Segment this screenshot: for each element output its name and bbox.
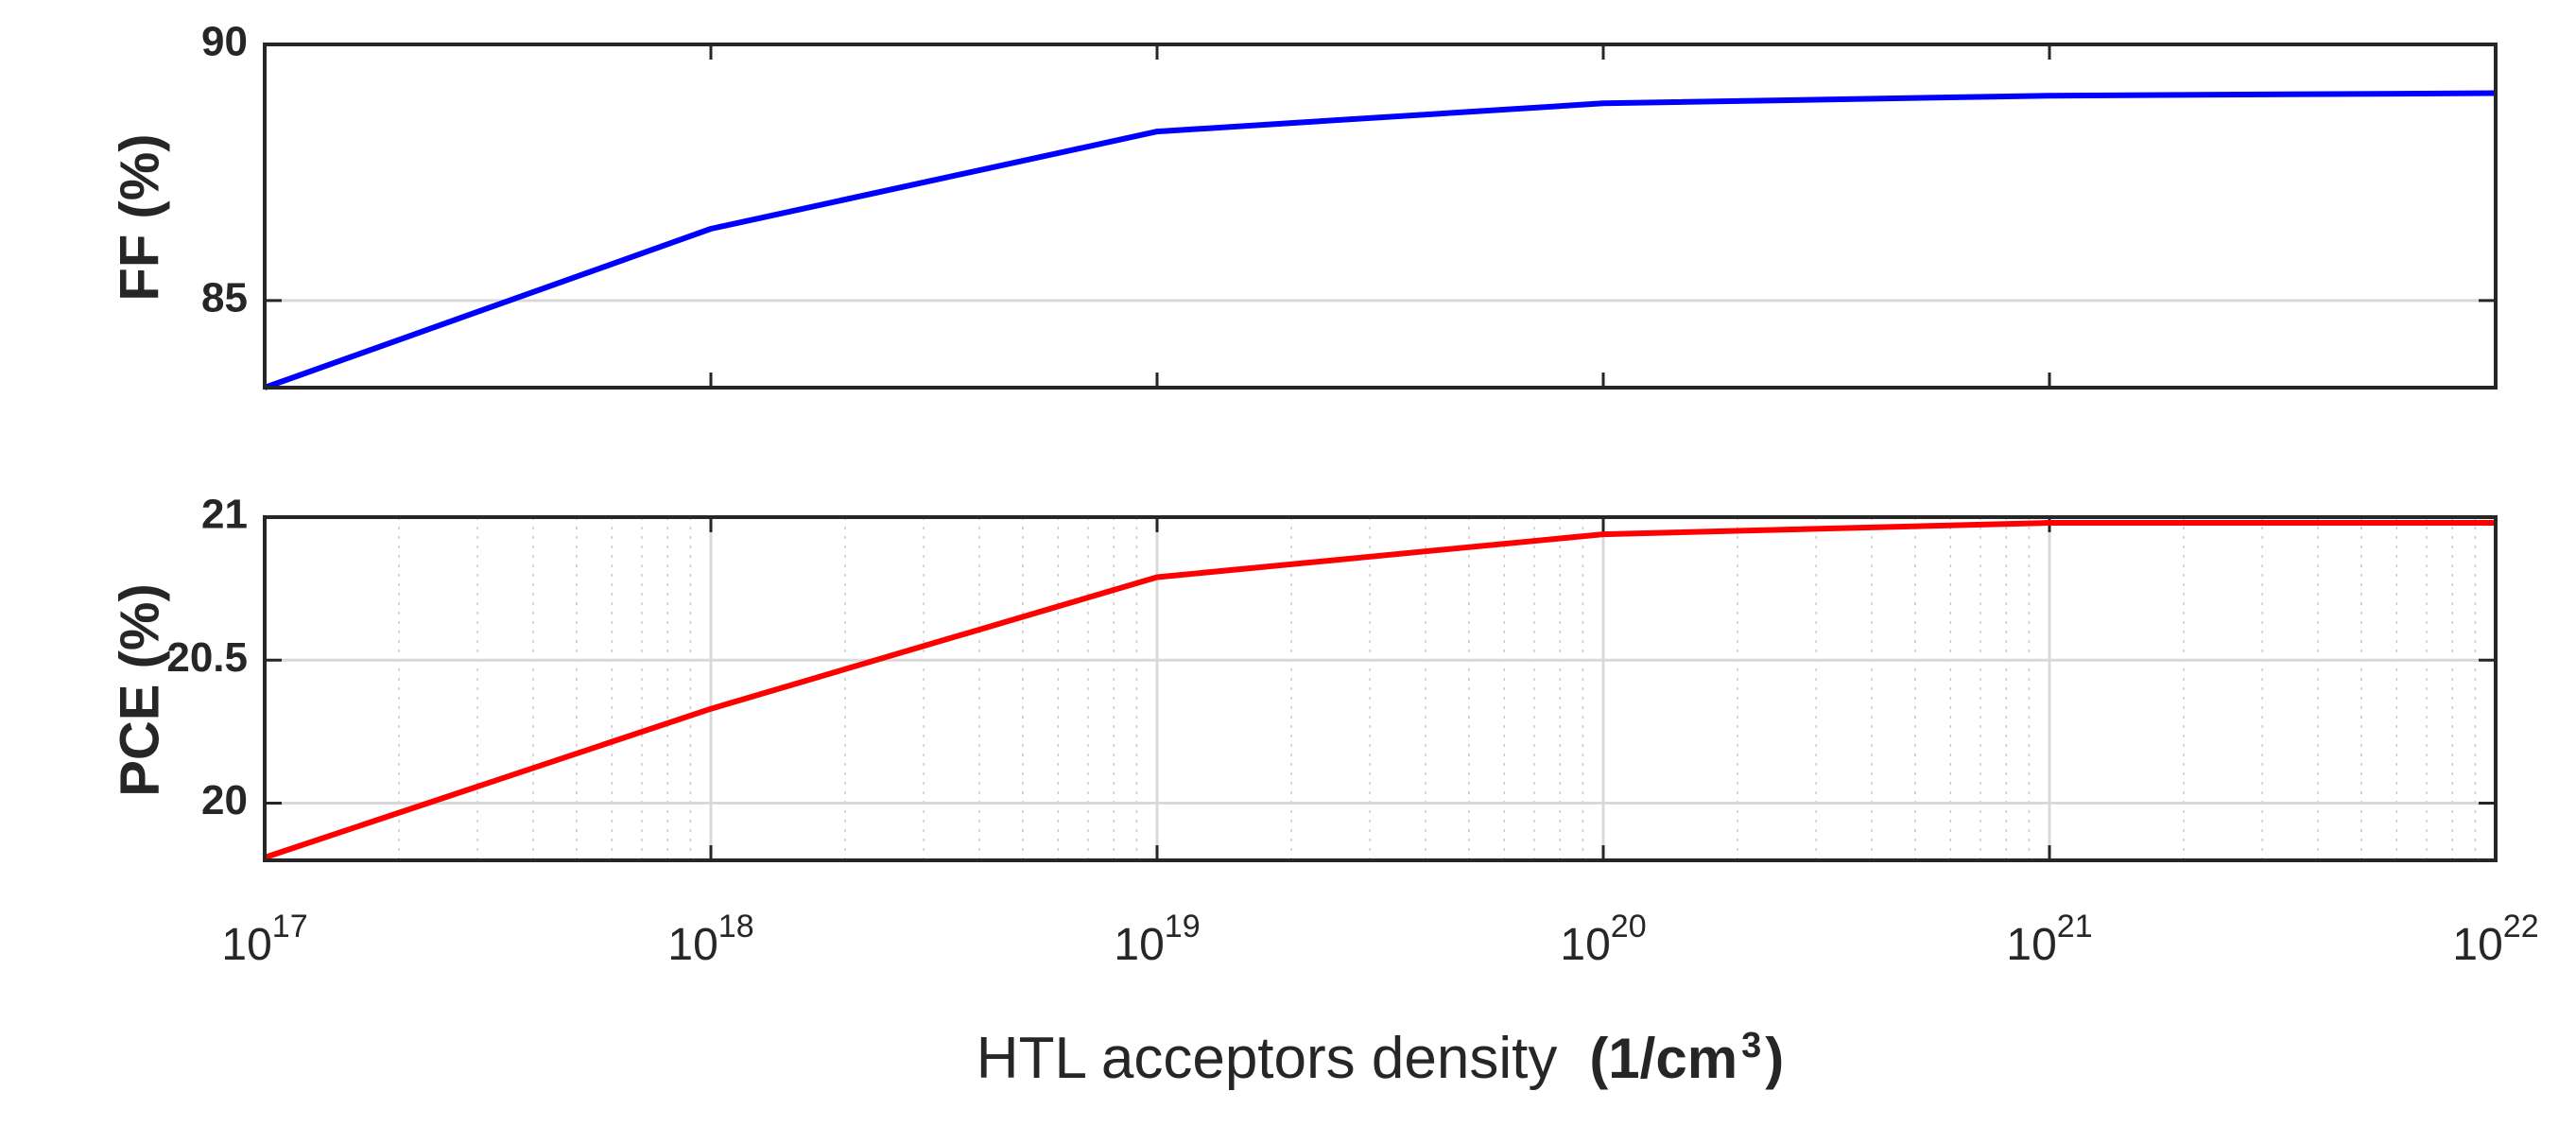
ff-panel: 85 90 FF (%) bbox=[109, 19, 2498, 390]
x-tick-label-base: 10 bbox=[221, 920, 271, 970]
x-tick-label: 1018 bbox=[667, 909, 753, 970]
x-tick-label-exponent: 20 bbox=[1611, 909, 1647, 944]
x-axis-title: HTL acceptors density (1/cm 3 ) bbox=[977, 1026, 1784, 1091]
x-tick-label-exponent: 17 bbox=[272, 909, 308, 944]
x-axis-unit-prefix: (1/cm bbox=[1589, 1027, 1738, 1090]
x-tick-label-exponent: 19 bbox=[1165, 909, 1201, 944]
x-tick-label-base: 10 bbox=[2452, 920, 2502, 970]
x-tick-label-exponent: 21 bbox=[2057, 909, 2093, 944]
pce-y-tick-label: 20.5 bbox=[166, 634, 248, 681]
x-tick-label: 1020 bbox=[1560, 909, 1646, 970]
pce-y-axis-title: PCE (%) bbox=[109, 583, 170, 797]
pce-y-tick-label: 20 bbox=[201, 777, 248, 823]
x-tick-labels: 1017 1018 1019 1020 1021 1022 bbox=[221, 909, 2538, 970]
ff-y-axis-title: FF (%) bbox=[109, 133, 170, 301]
ff-plot-frame bbox=[263, 43, 2498, 390]
x-tick-label: 1021 bbox=[2006, 909, 2092, 970]
x-tick-label-base: 10 bbox=[1560, 920, 1610, 970]
pce-y-tick-label: 21 bbox=[201, 492, 248, 538]
x-tick-label-base: 10 bbox=[667, 920, 717, 970]
x-tick-label: 1019 bbox=[1114, 909, 1200, 970]
ff-plot-border bbox=[263, 43, 2498, 390]
pce-plot-border bbox=[263, 515, 2498, 862]
pce-series-line bbox=[264, 520, 2496, 860]
x-axis-title-text: HTL acceptors density bbox=[977, 1026, 1558, 1091]
pce-plot-frame bbox=[263, 515, 2498, 862]
x-tick-label-exponent: 18 bbox=[718, 909, 754, 944]
x-axis-unit-exponent: 3 bbox=[1741, 1026, 1761, 1065]
ff-y-tick-label: 85 bbox=[201, 275, 248, 321]
x-tick-label: 1017 bbox=[221, 909, 307, 970]
ff-y-tick-labels: 85 90 bbox=[201, 19, 248, 321]
x-tick-label: 1022 bbox=[2452, 909, 2538, 970]
pce-y-tick-labels: 20 20.5 21 bbox=[166, 492, 248, 824]
x-tick-label-base: 10 bbox=[1114, 920, 1164, 970]
ff-y-tick-label: 90 bbox=[201, 19, 248, 65]
x-tick-label-exponent: 22 bbox=[2503, 909, 2539, 944]
ff-series-line bbox=[263, 90, 2497, 390]
x-axis-unit-suffix: ) bbox=[1765, 1027, 1784, 1090]
x-tick-label-base: 10 bbox=[2006, 920, 2056, 970]
